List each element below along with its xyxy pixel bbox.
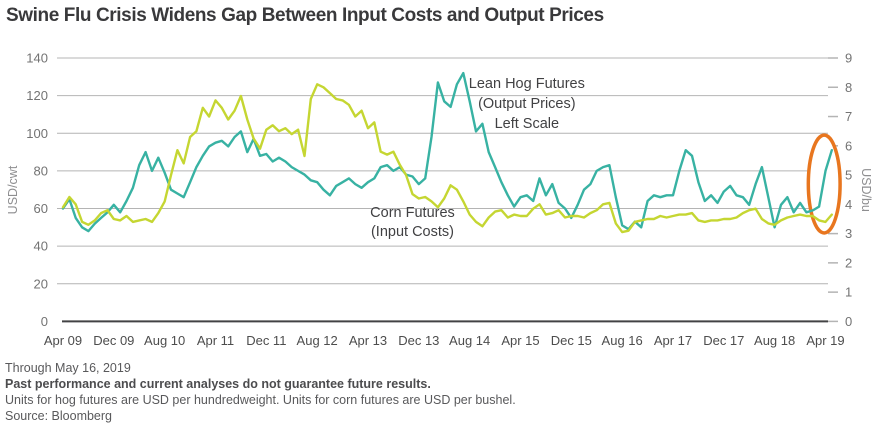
x-axis-tick-label: Aug 14 bbox=[449, 333, 490, 348]
hog-series-label: (Output Prices) bbox=[478, 96, 576, 112]
left-axis-tick-label: 140 bbox=[26, 51, 48, 66]
right-axis-tick-label: 5 bbox=[845, 168, 852, 183]
corn-series-label: (Input Costs) bbox=[371, 224, 454, 240]
footnote-units: Units for hog futures are USD per hundre… bbox=[5, 393, 516, 407]
hog-futures-line bbox=[61, 71, 833, 233]
left-axis-tick-label: 120 bbox=[26, 88, 48, 103]
corn-series-label: Corn Futures bbox=[370, 205, 455, 221]
x-axis-tick-label: Dec 09 bbox=[93, 333, 134, 348]
footnote-disclaimer: Past performance and current analyses do… bbox=[5, 377, 431, 391]
right-axis-tick-label: 3 bbox=[845, 226, 852, 241]
right-axis-tick-label: 9 bbox=[845, 51, 852, 66]
x-axis-tick-label: Apr 15 bbox=[501, 333, 539, 348]
left-axis-tick-label: 100 bbox=[26, 126, 48, 141]
x-axis-tick-label: Aug 18 bbox=[754, 333, 795, 348]
footnotes: Through May 16, 2019 Past performance an… bbox=[5, 360, 875, 424]
right-axis-tick-label: 0 bbox=[845, 314, 852, 329]
x-axis-tick-label: Aug 16 bbox=[602, 333, 643, 348]
corn-futures-line bbox=[61, 83, 833, 234]
x-axis-tick-label: Apr 11 bbox=[197, 333, 234, 348]
right-axis-tick-label: 4 bbox=[845, 197, 852, 212]
x-axis-tick-label: Apr 09 bbox=[44, 333, 82, 348]
x-axis-tick-label: Dec 11 bbox=[246, 333, 286, 348]
x-axis-tick-label: Dec 17 bbox=[703, 333, 744, 348]
right-axis-tick-label: 8 bbox=[845, 80, 852, 95]
x-axis-tick-label: Dec 13 bbox=[398, 333, 439, 348]
x-axis-tick-label: Dec 15 bbox=[551, 333, 592, 348]
x-axis-tick-label: Apr 17 bbox=[654, 333, 692, 348]
x-axis-tick-label: Aug 12 bbox=[297, 333, 338, 348]
left-axis-tick-label: 80 bbox=[34, 163, 48, 178]
right-axis-tick-label: 6 bbox=[845, 138, 852, 153]
left-axis-tick-label: 60 bbox=[34, 201, 48, 216]
left-axis-tick-label: 40 bbox=[34, 239, 48, 254]
left-axis-tick-label: 0 bbox=[41, 314, 48, 329]
x-axis-tick-label: Apr 19 bbox=[806, 333, 844, 348]
right-axis-tick-label: 2 bbox=[845, 255, 852, 270]
hog-series-label: Left Scale bbox=[495, 116, 560, 132]
footnote-source: Source: Bloomberg bbox=[5, 409, 113, 423]
right-axis-tick-label: 7 bbox=[845, 109, 852, 124]
page-title: Swine Flu Crisis Widens Gap Between Inpu… bbox=[6, 5, 604, 26]
footnote-through-date: Through May 16, 2019 bbox=[5, 361, 131, 375]
x-axis-tick-label: Aug 10 bbox=[144, 333, 185, 348]
left-axis-tick-label: 20 bbox=[34, 276, 48, 291]
hog-series-label: Lean Hog Futures bbox=[469, 76, 585, 92]
x-axis-tick-label: Apr 13 bbox=[349, 333, 387, 348]
right-axis-tick-label: 1 bbox=[845, 285, 852, 300]
